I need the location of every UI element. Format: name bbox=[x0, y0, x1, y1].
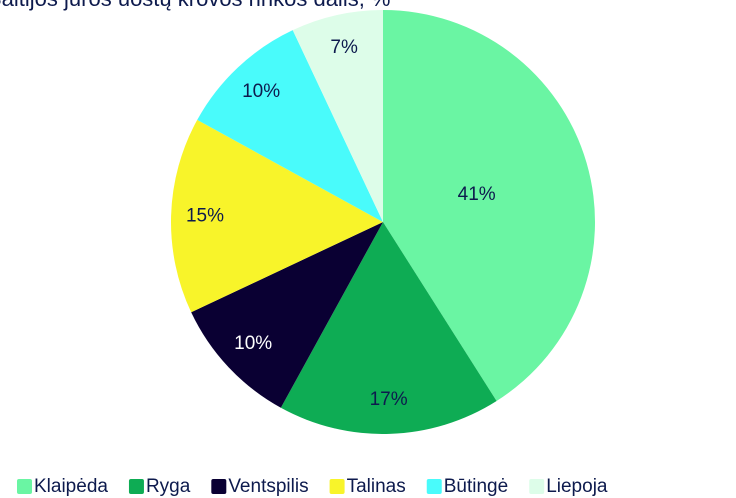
legend-label: Ventspilis bbox=[228, 476, 308, 497]
data-label: 15% bbox=[186, 205, 224, 226]
legend-label: Būtingė bbox=[444, 476, 508, 497]
legend-swatch bbox=[329, 479, 345, 494]
chart-title: Baltijos jūros uostų krovos rinkos dalis… bbox=[0, 0, 391, 11]
legend-swatch bbox=[426, 479, 442, 494]
pie-slice bbox=[191, 222, 383, 408]
legend-label: Liepoja bbox=[546, 476, 608, 497]
data-label: 10% bbox=[242, 81, 280, 102]
pie-slice bbox=[280, 222, 497, 435]
legend-label: Talinas bbox=[347, 476, 406, 497]
legend-swatch bbox=[529, 479, 545, 494]
legend-swatch bbox=[211, 479, 227, 494]
legend-swatch bbox=[17, 479, 32, 494]
legend-label: Klaipėda bbox=[34, 476, 108, 497]
data-label: 17% bbox=[370, 389, 408, 410]
pie-slice bbox=[170, 119, 383, 313]
legend-label: Ryga bbox=[146, 476, 191, 497]
data-label: 41% bbox=[458, 184, 496, 205]
pie-slice bbox=[197, 30, 383, 222]
pie-slice bbox=[383, 10, 596, 401]
pie-slice bbox=[292, 9, 383, 222]
data-label: 7% bbox=[330, 37, 358, 58]
legend-swatch bbox=[128, 479, 144, 494]
data-label: 10% bbox=[234, 333, 272, 354]
